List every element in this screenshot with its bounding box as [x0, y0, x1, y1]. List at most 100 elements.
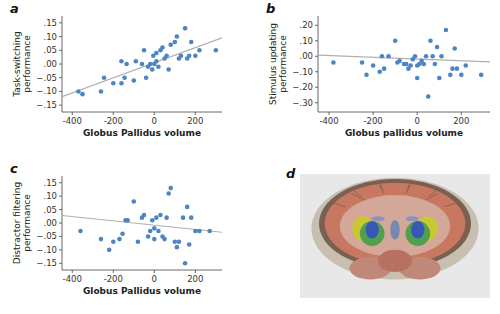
- scatter-point: [166, 191, 171, 196]
- panel: -400-2000200−.15−.10−.05.00.05.10.15Glob…: [10, 1, 222, 138]
- scatter-point: [136, 240, 141, 245]
- scatter-point: [459, 73, 464, 78]
- y-tick: [315, 25, 318, 26]
- scatter-point: [168, 186, 173, 191]
- y-tick: [315, 102, 318, 103]
- x-axis-label: Globus Pallidus volume: [83, 128, 201, 138]
- y-tick-label: .15: [43, 18, 57, 28]
- scatter-point: [120, 231, 125, 236]
- scatter-point: [193, 53, 198, 58]
- scatter-point: [156, 229, 161, 234]
- sulcus: [334, 203, 346, 207]
- scatter-point: [156, 64, 161, 69]
- y-tick: [315, 40, 318, 41]
- y-tick: [315, 71, 318, 72]
- plot-area: [62, 186, 222, 266]
- figure: -400-2000200−.15−.10−.05.00.05.10.15Glob…: [0, 0, 500, 314]
- scatter-point: [76, 89, 81, 94]
- scatter-point: [382, 66, 387, 71]
- lateral-ventricle: [371, 216, 384, 221]
- regression-line: [318, 55, 490, 62]
- y-tick: [59, 196, 62, 197]
- scatter-point: [122, 75, 127, 80]
- scatter-point: [146, 234, 151, 239]
- scatter-point: [160, 45, 165, 50]
- y-tick-label: −.20: [292, 82, 313, 92]
- scatter-point: [193, 229, 198, 234]
- x-tick-label: -400: [63, 116, 82, 126]
- sulcus: [351, 193, 364, 200]
- scatter-point: [107, 248, 112, 253]
- x-tick-label: -200: [104, 274, 123, 284]
- x-axis-line: [318, 112, 490, 113]
- scatter-point: [119, 59, 124, 64]
- y-tick-label: −.05: [36, 231, 57, 241]
- white-matter: [340, 195, 450, 257]
- y-tick: [315, 87, 318, 88]
- third-ventricle: [390, 220, 400, 240]
- x-tick-label: -200: [363, 116, 382, 126]
- scatter-point: [450, 66, 455, 71]
- x-tick: [195, 270, 196, 273]
- scatter-point: [426, 94, 431, 99]
- scatter-point: [439, 54, 444, 59]
- thalamus: [360, 221, 385, 246]
- scatter-point: [80, 92, 85, 97]
- y-tick: [59, 105, 62, 106]
- scatter-point: [197, 229, 202, 234]
- scatter-point: [413, 54, 418, 59]
- illustration-background: [300, 174, 490, 298]
- x-tick-label: 200: [453, 116, 469, 126]
- y-tick-label: .20: [299, 20, 313, 30]
- scatter-point: [142, 48, 147, 53]
- x-tick-label: 0: [152, 274, 157, 284]
- y-tick-label: .10: [299, 36, 313, 46]
- sulcus: [354, 190, 362, 196]
- scatter-point: [152, 237, 157, 242]
- scatter-point: [102, 75, 107, 80]
- scatter-point: [189, 40, 194, 45]
- scatter-point: [415, 76, 420, 81]
- x-tick-label: -200: [104, 116, 123, 126]
- x-tick-label: 0: [415, 116, 420, 126]
- x-tick-label: 200: [187, 116, 203, 126]
- scatter-point: [78, 229, 83, 234]
- scatter-point: [152, 226, 157, 231]
- x-tick-label: -400: [63, 274, 82, 284]
- plot-area: [62, 26, 222, 97]
- y-tick: [59, 249, 62, 250]
- scatter-point: [142, 213, 147, 218]
- x-axis-line: [62, 112, 222, 113]
- y-tick-label: .15: [43, 178, 57, 188]
- y-axis-label: Stimulus updatingperformance: [268, 23, 288, 105]
- scatter-point: [99, 89, 104, 94]
- scatter-point: [444, 28, 449, 33]
- y-tick: [59, 36, 62, 37]
- x-tick: [72, 270, 73, 273]
- x-axis-label: Globus Pallidus volume: [83, 286, 201, 296]
- scatter-point: [173, 40, 178, 45]
- globus-pallidus: [411, 221, 424, 238]
- sulcus: [426, 193, 439, 200]
- globus-pallidus: [366, 221, 379, 238]
- sulcus: [379, 185, 384, 193]
- scatter-point: [433, 62, 438, 67]
- scatter-point: [397, 59, 402, 64]
- y-axis-line: [318, 16, 319, 112]
- x-tick: [461, 112, 462, 115]
- y-tick: [59, 91, 62, 92]
- scatter-point: [164, 53, 169, 58]
- scatter-point: [479, 73, 484, 78]
- y-tick: [59, 22, 62, 23]
- y-tick-label: .10: [43, 191, 57, 201]
- y-tick: [59, 263, 62, 264]
- x-tick: [373, 112, 374, 115]
- y-tick: [59, 209, 62, 210]
- x-tick: [72, 112, 73, 115]
- scatter-point: [154, 215, 159, 220]
- sulcus: [406, 185, 411, 193]
- scatter-point: [154, 59, 159, 64]
- scatter-point: [183, 261, 188, 266]
- illustration: [300, 174, 490, 298]
- y-tick: [59, 64, 62, 65]
